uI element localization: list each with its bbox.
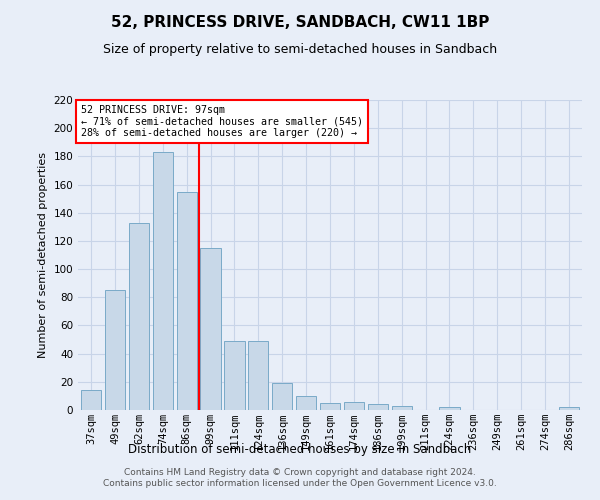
Bar xyxy=(152,152,173,410)
Bar xyxy=(248,341,268,410)
Text: 52, PRINCESS DRIVE, SANDBACH, CW11 1BP: 52, PRINCESS DRIVE, SANDBACH, CW11 1BP xyxy=(111,15,489,30)
Bar xyxy=(81,390,101,410)
Bar xyxy=(559,407,579,410)
Text: 52 PRINCESS DRIVE: 97sqm
← 71% of semi-detached houses are smaller (545)
28% of : 52 PRINCESS DRIVE: 97sqm ← 71% of semi-d… xyxy=(80,104,362,138)
Bar xyxy=(224,341,245,410)
Bar xyxy=(439,407,460,410)
Text: Contains HM Land Registry data © Crown copyright and database right 2024.
Contai: Contains HM Land Registry data © Crown c… xyxy=(103,468,497,487)
Bar xyxy=(368,404,388,410)
Bar xyxy=(129,222,149,410)
Bar xyxy=(200,248,221,410)
Text: Size of property relative to semi-detached houses in Sandbach: Size of property relative to semi-detach… xyxy=(103,42,497,56)
Bar xyxy=(392,406,412,410)
Text: Distribution of semi-detached houses by size in Sandbach: Distribution of semi-detached houses by … xyxy=(128,442,472,456)
Bar xyxy=(296,396,316,410)
Bar xyxy=(272,383,292,410)
Bar xyxy=(176,192,197,410)
Y-axis label: Number of semi-detached properties: Number of semi-detached properties xyxy=(38,152,48,358)
Bar xyxy=(344,402,364,410)
Bar xyxy=(105,290,125,410)
Bar xyxy=(320,403,340,410)
